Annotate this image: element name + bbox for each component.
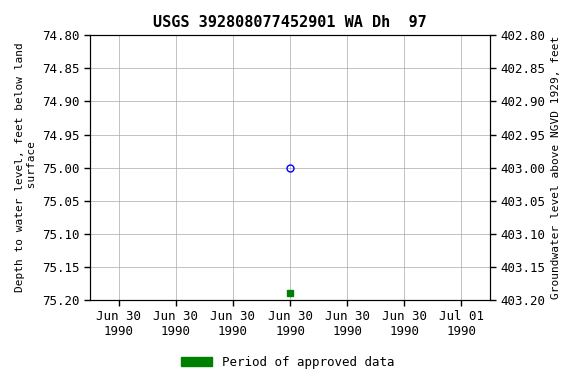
Y-axis label: Groundwater level above NGVD 1929, feet: Groundwater level above NGVD 1929, feet: [551, 36, 561, 299]
Y-axis label: Depth to water level, feet below land
 surface: Depth to water level, feet below land su…: [15, 43, 37, 293]
Legend: Period of approved data: Period of approved data: [176, 351, 400, 374]
Title: USGS 392808077452901 WA Dh  97: USGS 392808077452901 WA Dh 97: [153, 15, 427, 30]
